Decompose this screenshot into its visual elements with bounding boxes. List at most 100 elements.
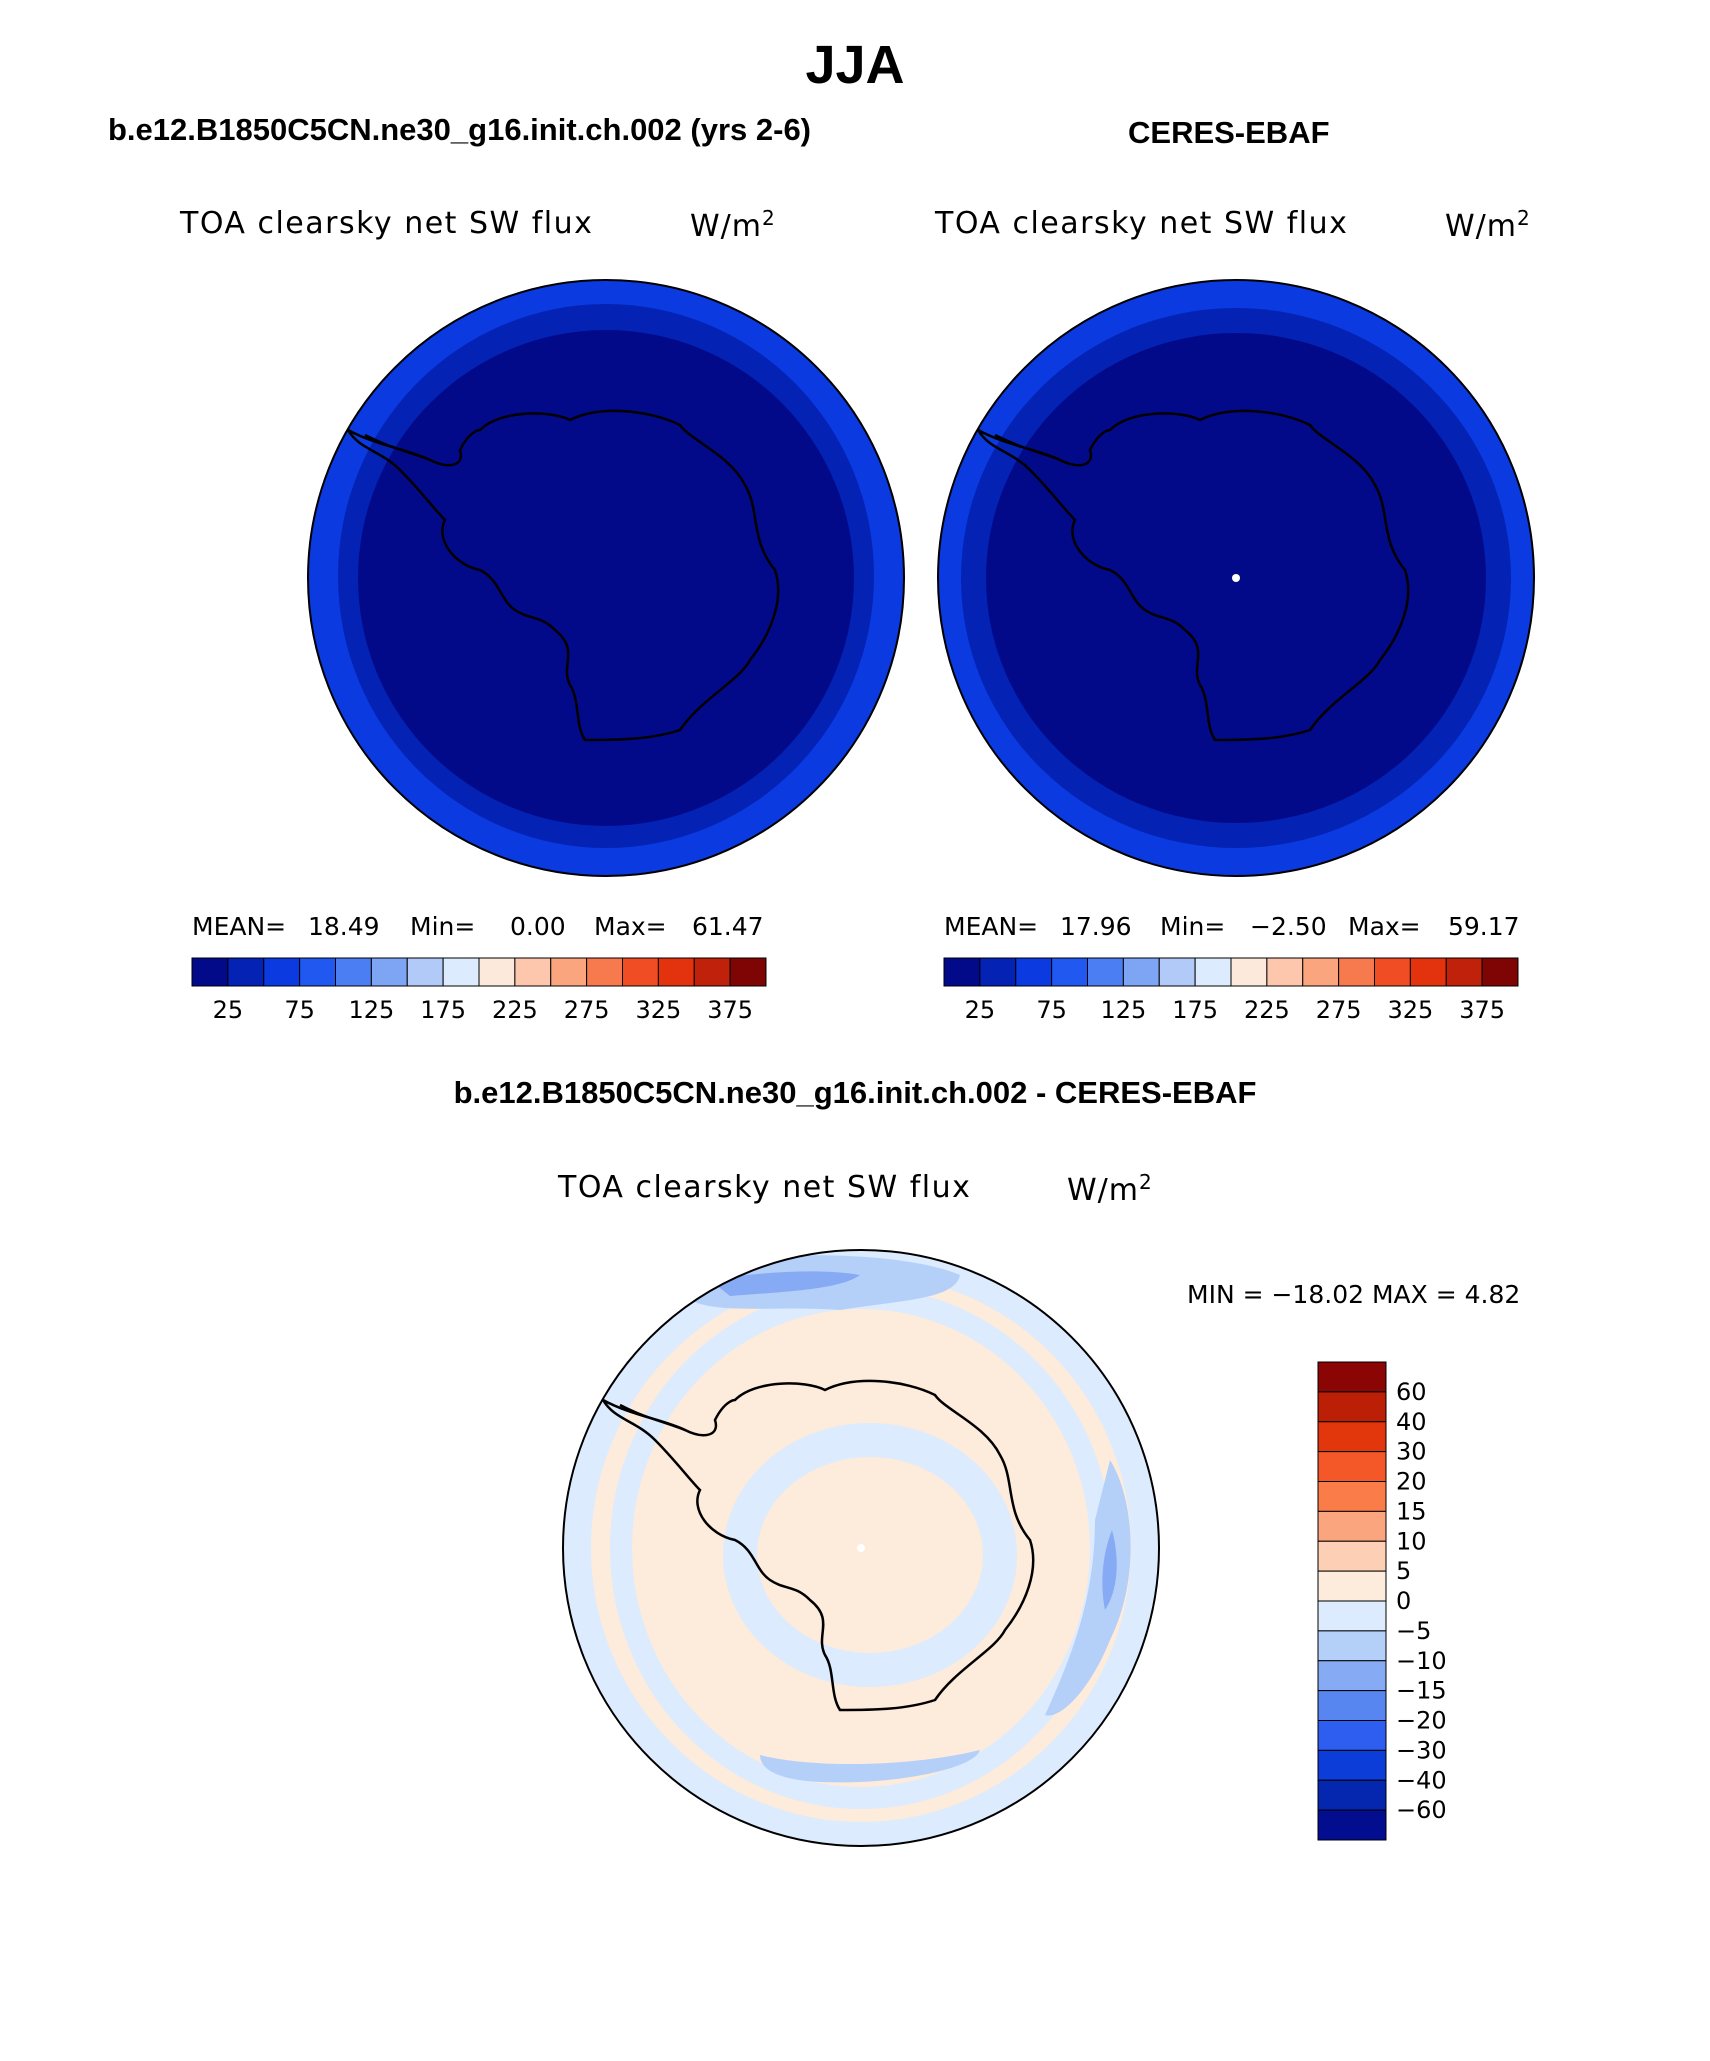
model-min-value: 0.00 <box>510 912 566 941</box>
difference-colorbar-tick-label: −20 <box>1396 1707 1447 1735</box>
difference-colorbar-tick-label: −30 <box>1396 1736 1447 1764</box>
difference-colorbar-box <box>1317 1451 1387 1482</box>
model-colorbar-box <box>406 957 444 987</box>
model-max-label: Max= <box>594 912 667 941</box>
obs-colorbar-tick-label: 125 <box>1100 996 1146 1024</box>
obs-mean-label: MEAN= <box>944 912 1039 941</box>
model-colorbar-tick-label: 25 <box>213 996 244 1024</box>
obs-variable-label: TOA clearsky net SW flux <box>935 206 1349 241</box>
model-colorbar-tick-label: 75 <box>284 996 315 1024</box>
obs-max-value: 59.17 <box>1448 912 1520 941</box>
model-map-border <box>307 279 905 877</box>
difference-colorbar-tick-label: 15 <box>1396 1497 1427 1525</box>
obs-colorbar-box <box>1266 957 1304 987</box>
difference-units-label: W/m2 <box>1067 1170 1153 1208</box>
model-colorbar-box <box>514 957 552 987</box>
obs-panel-heading: CERES-EBAF <box>1128 115 1330 150</box>
difference-patch-east-strong <box>1102 1530 1117 1610</box>
difference-colorbar-box <box>1317 1361 1387 1393</box>
difference-colorbar-box <box>1317 1421 1387 1453</box>
difference-colorbar-box <box>1317 1600 1387 1632</box>
obs-min-value: −2.50 <box>1250 912 1327 941</box>
difference-colorbar-box <box>1317 1481 1387 1512</box>
difference-variable-label: TOA clearsky net SW flux <box>558 1170 972 1205</box>
difference-panel-heading: b.e12.B1850C5CN.ne30_g16.init.ch.002 - C… <box>453 1075 1257 1110</box>
model-units-label: W/m2 <box>690 206 776 244</box>
difference-colorbar-tick-label: −10 <box>1396 1647 1447 1675</box>
model-variable-label: TOA clearsky net SW flux <box>180 206 594 241</box>
obs-map-border <box>937 279 1535 877</box>
obs-mean-value: 17.96 <box>1060 912 1132 941</box>
model-colorbar: 25 75 125 175 225 275 325 375 <box>191 957 767 1024</box>
difference-colorbar-box <box>1317 1779 1387 1811</box>
obs-colorbar-box <box>1194 957 1232 987</box>
difference-colorbar-box <box>1317 1720 1387 1751</box>
difference-colorbar-tick-label: 0 <box>1396 1587 1411 1615</box>
obs-colorbar-box <box>1122 957 1160 987</box>
difference-colorbar-tick-label: 20 <box>1396 1468 1427 1496</box>
difference-colorbar-box <box>1317 1510 1387 1542</box>
difference-colorbar-tick-label: 5 <box>1396 1557 1411 1585</box>
obs-colorbar-tick-label: 275 <box>1316 996 1362 1024</box>
obs-colorbar-box <box>1374 957 1411 987</box>
model-colorbar-box <box>335 957 372 987</box>
model-colorbar-box <box>370 957 408 987</box>
difference-colorbar-box <box>1317 1809 1387 1841</box>
obs-colorbar-tick-label: 325 <box>1387 996 1433 1024</box>
difference-minmax-label: MIN = −18.02 MAX = 4.82 <box>1187 1280 1521 1309</box>
obs-colorbar-box <box>1051 957 1088 987</box>
obs-pole-marker <box>1232 574 1240 582</box>
difference-colorbar-box <box>1317 1690 1387 1721</box>
model-mean-label: MEAN= <box>192 912 287 941</box>
model-colorbar-box <box>299 957 336 987</box>
model-colorbar-box <box>550 957 588 987</box>
difference-inner-ring <box>723 1423 1017 1687</box>
model-colorbar-tick-label: 325 <box>635 996 681 1024</box>
difference-colorbar-box <box>1317 1540 1387 1572</box>
difference-patch-east <box>1045 1460 1131 1716</box>
difference-polar-map <box>563 1250 1159 1846</box>
model-colorbar-tick-label: 375 <box>707 996 753 1024</box>
model-colorbar-tick-label: 275 <box>564 996 610 1024</box>
difference-map-border <box>562 1249 1160 1847</box>
obs-polar-map <box>938 280 1534 876</box>
obs-colorbar-box <box>1409 957 1447 987</box>
model-colorbar-box <box>191 957 229 987</box>
model-colorbar-box <box>478 957 516 987</box>
obs-colorbar-box <box>1158 957 1196 987</box>
model-colorbar-box <box>442 957 480 987</box>
model-colorbar-box <box>227 957 265 987</box>
difference-colorbar-box <box>1317 1630 1387 1662</box>
model-colorbar-box <box>693 957 731 987</box>
difference-colorbar-box <box>1317 1570 1387 1602</box>
obs-colorbar-box <box>1087 957 1124 987</box>
model-min-label: Min= <box>410 912 476 941</box>
obs-colorbar: 25 75 125 175 225 275 325 375 <box>943 957 1519 1024</box>
difference-colorbar-tick-label: 10 <box>1396 1527 1427 1555</box>
difference-patch-north-strong <box>710 1271 860 1296</box>
model-colorbar-box <box>729 957 767 987</box>
model-mean-value: 18.49 <box>308 912 380 941</box>
difference-colorbar-tick-label: −40 <box>1396 1766 1447 1794</box>
obs-colorbar-tick-label: 225 <box>1244 996 1290 1024</box>
obs-max-label: Max= <box>1348 912 1421 941</box>
obs-colorbar-tick-label: 175 <box>1172 996 1218 1024</box>
obs-colorbar-tick-label: 25 <box>965 996 996 1024</box>
model-colorbar-tick-label: 175 <box>420 996 466 1024</box>
difference-colorbar-tick-label: 60 <box>1396 1378 1427 1406</box>
obs-colorbar-box <box>1015 957 1053 987</box>
difference-colorbar-tick-label: −5 <box>1396 1617 1431 1645</box>
obs-colorbar-box <box>979 957 1017 987</box>
model-colorbar-tick-label: 125 <box>348 996 394 1024</box>
model-panel-heading: b.e12.B1850C5CN.ne30_g16.init.ch.002 (yr… <box>108 112 812 147</box>
obs-colorbar-box <box>1445 957 1483 987</box>
model-map-core-fill <box>358 330 854 826</box>
difference-patch-south <box>760 1750 980 1783</box>
difference-band-outer <box>563 1250 1159 1846</box>
difference-colorbar-tick-label: −60 <box>1396 1796 1447 1824</box>
model-colorbar-tick-label: 225 <box>492 996 538 1024</box>
obs-colorbar-tick-label: 75 <box>1036 996 1067 1024</box>
obs-colorbar-box <box>943 957 981 987</box>
obs-colorbar-box <box>1338 957 1375 987</box>
model-colorbar-box <box>657 957 695 987</box>
